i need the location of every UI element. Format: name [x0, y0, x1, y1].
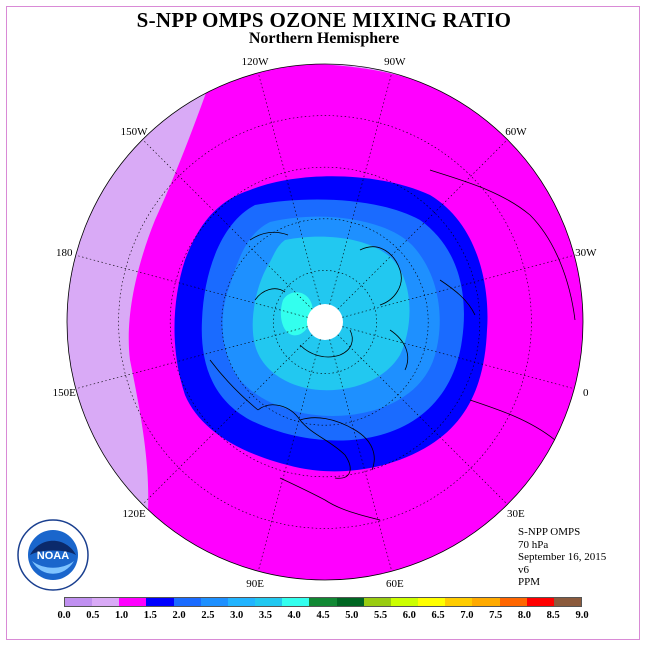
longitude-label: 0	[583, 387, 589, 399]
info-version: v6	[518, 563, 529, 576]
globe-outline	[66, 63, 584, 581]
latitude-circle	[169, 166, 481, 478]
meridian-line	[257, 339, 321, 572]
color-bar-swatch	[282, 598, 310, 606]
meridian-line	[257, 72, 321, 305]
color-bar-tick: 7.5	[489, 610, 503, 621]
band-35-zone	[280, 292, 313, 336]
color-bar-swatch	[363, 598, 391, 606]
color-bar-tick: 8.0	[517, 610, 531, 621]
noaa-logo-text: NOAA	[37, 550, 69, 562]
longitude-label: 120W	[242, 56, 270, 68]
color-bar-tick: 3.5	[258, 610, 272, 621]
color-bar-swatch	[92, 598, 120, 606]
page-subtitle: Northern Hemisphere	[248, 30, 400, 47]
longitude-label: 90E	[246, 578, 264, 590]
color-bar-ticks: 0.0 0.5 1.0 1.5 2.0 2.5 3.0 3.5 4.0 4.5 5.0 5.5 6.0 6…	[0, 610, 648, 624]
info-instrument: S-NPP OMPS	[518, 526, 581, 538]
color-bar-tick: 6.0	[402, 610, 416, 621]
info-date: September 16, 2015	[518, 551, 607, 563]
latitude-circle	[118, 115, 532, 529]
graticule	[75, 72, 575, 572]
color-bar-tick: 5.0	[345, 610, 359, 621]
meridian-line	[142, 139, 313, 310]
color-bar-swatch	[227, 598, 256, 606]
color-bar-tick: 2.0	[172, 610, 186, 621]
color-bar-swatch	[445, 598, 473, 606]
figure-frame	[6, 6, 640, 640]
longitude-label: 90W	[384, 56, 406, 68]
longitude-label: 150E	[53, 387, 77, 399]
color-bar-tick: 6.5	[431, 610, 445, 621]
longitude-label: 30W	[575, 247, 597, 259]
page-title: S-NPP OMPS OZONE MIXING RATIO	[136, 8, 512, 32]
polar-no-data	[307, 304, 343, 340]
color-bar-swatch	[553, 598, 581, 606]
meridian-line	[142, 334, 313, 505]
meridian-line	[342, 326, 575, 390]
meridian-line	[337, 334, 508, 505]
noaa-logo: NOAA	[16, 518, 90, 592]
meridian-line	[75, 326, 308, 390]
color-bar-tick: 8.5	[546, 610, 560, 621]
color-bar-swatch	[418, 598, 446, 606]
info-block: S-NPP OMPS 70 hPa September 16, 2015 v6 …	[518, 526, 606, 589]
color-bar-swatch	[499, 598, 527, 606]
info-units: PPM	[518, 576, 541, 588]
longitude-label: 30E	[507, 508, 525, 520]
color-bar-swatch	[173, 598, 201, 606]
info-level: 70 hPa	[518, 538, 549, 551]
meridian-line	[75, 254, 308, 318]
latitude-circle	[221, 218, 429, 426]
longitude-label: 150W	[121, 126, 149, 138]
color-bar-tick: 4.0	[287, 610, 301, 621]
meridian-line	[337, 139, 508, 310]
color-bar-tick: 2.5	[201, 610, 215, 621]
color-bar-tick: 1.0	[114, 610, 129, 621]
color-bar-swatch	[146, 598, 174, 606]
color-bar-swatch	[336, 598, 364, 606]
color-bar-swatch	[309, 598, 337, 606]
meridian-line	[329, 339, 393, 572]
color-bar-swatch	[200, 598, 228, 606]
color-bar	[64, 597, 582, 607]
color-bar-tick: 3.0	[230, 610, 244, 621]
color-bar-tick: 7.0	[460, 610, 474, 621]
coastlines	[209, 169, 576, 521]
color-bar-swatch	[526, 598, 554, 606]
meridian-line	[342, 254, 575, 318]
longitude-label: 120E	[122, 508, 146, 520]
color-bar-swatch	[472, 598, 500, 606]
meridian-line	[329, 72, 393, 305]
longitude-label: 60W	[505, 126, 527, 138]
color-bar-tick: 0.0	[57, 610, 71, 621]
color-bar-swatch	[255, 598, 283, 606]
color-bar-swatch	[65, 598, 93, 606]
longitude-label: 180	[56, 247, 73, 259]
color-bar-tick: 9.0	[575, 610, 589, 621]
color-bar-tick: 5.5	[373, 610, 388, 621]
color-bar-swatch	[390, 598, 419, 606]
color-bar-swatch	[119, 598, 147, 606]
color-bar-tick: 1.5	[143, 610, 157, 621]
color-bar-tick: 0.5	[86, 610, 100, 621]
longitude-labels: 0 30E 60E 90E 120E 150E 180 150W 120W 90W 60W 30W	[53, 56, 598, 590]
latitude-circle	[273, 270, 377, 374]
longitude-label: 60E	[386, 578, 404, 590]
color-bar-tick: 4.5	[316, 610, 330, 621]
